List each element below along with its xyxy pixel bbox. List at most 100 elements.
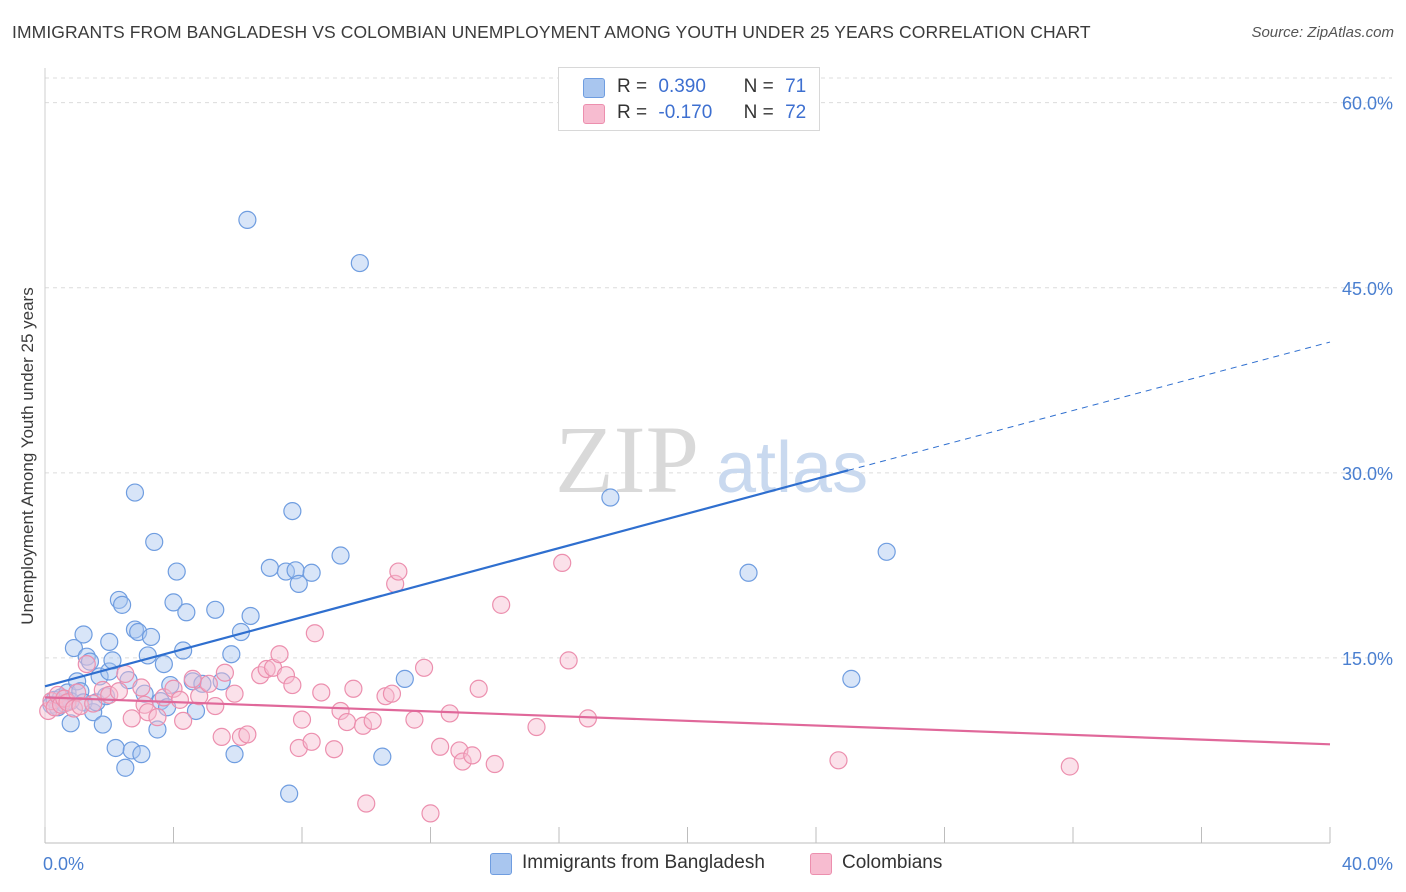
point-bangladesh	[122, 741, 141, 760]
point-colombians	[325, 740, 344, 759]
point-bangladesh	[350, 253, 369, 273]
point-colombians	[337, 712, 357, 732]
point-bangladesh	[125, 483, 145, 502]
y-tick-label: 60.0%	[1342, 94, 1393, 114]
point-bangladesh	[601, 488, 620, 507]
point-bangladesh	[276, 562, 296, 581]
y-tick-label: 45.0%	[1342, 279, 1393, 299]
point-colombians	[312, 683, 331, 702]
watermark-zip: ZIP	[555, 406, 699, 513]
point-bangladesh	[100, 632, 119, 651]
point-colombians	[431, 737, 450, 756]
x-tick-label-min: 0.0%	[43, 854, 84, 874]
point-bangladesh	[61, 714, 80, 733]
point-bangladesh	[260, 558, 279, 577]
point-colombians	[405, 710, 424, 729]
point-bangladesh	[145, 532, 164, 552]
point-bangladesh	[112, 595, 132, 614]
watermark-atlas: atlas	[716, 428, 868, 508]
point-bangladesh	[877, 542, 896, 561]
point-colombians	[225, 684, 244, 703]
point-bangladesh	[154, 654, 173, 674]
axes	[44, 68, 1331, 844]
chart-title: IMMIGRANTS FROM BANGLADESH VS COLOMBIAN …	[12, 22, 1091, 42]
point-colombians	[302, 732, 321, 751]
bottom-legend-label: Immigrants from Bangladesh	[522, 852, 765, 873]
legend-n-value: 72	[785, 102, 807, 123]
legend-swatch-blue	[490, 853, 512, 875]
point-colombians	[344, 679, 363, 698]
point-colombians	[270, 645, 289, 664]
y-tick-label: 30.0%	[1342, 464, 1393, 484]
point-colombians	[353, 716, 373, 735]
point-colombians	[148, 708, 167, 727]
point-colombians	[414, 658, 434, 677]
point-bangladesh	[132, 745, 151, 764]
point-colombians	[77, 654, 96, 674]
point-colombians	[305, 624, 324, 643]
legend-n-label: N =	[743, 102, 774, 123]
point-colombians	[469, 679, 488, 698]
point-colombians	[116, 664, 135, 684]
trend-lines	[44, 341, 1331, 746]
point-colombians	[174, 711, 193, 730]
point-bangladesh	[64, 638, 84, 658]
point-colombians	[170, 690, 190, 709]
point-bangladesh	[302, 563, 321, 582]
grid-lines	[45, 77, 1392, 659]
legend-swatch-pink	[583, 104, 605, 124]
point-colombians	[363, 711, 382, 730]
y-tick-labels: 15.0% 30.0% 45.0% 60.0%	[1342, 94, 1393, 669]
point-colombians	[485, 754, 504, 774]
point-colombians	[389, 562, 408, 581]
point-colombians	[68, 683, 87, 702]
bottom-legend-label: Colombians	[842, 852, 943, 873]
point-bangladesh	[225, 745, 244, 764]
legend-r-label: R =	[617, 102, 648, 123]
point-bangladesh	[395, 669, 414, 688]
point-colombians	[206, 696, 225, 716]
legend-r-value: 0.390	[658, 76, 706, 97]
point-colombians	[276, 666, 296, 685]
point-bangladesh	[116, 758, 135, 777]
point-colombians	[199, 674, 218, 693]
point-colombians	[283, 675, 302, 695]
trend-line-bangladesh-extension	[847, 341, 1331, 471]
point-colombians	[138, 703, 157, 722]
point-bangladesh	[739, 563, 758, 582]
point-bangladesh	[138, 646, 157, 665]
point-bangladesh	[74, 625, 93, 644]
y-tick-label: 15.0%	[1342, 649, 1393, 669]
x-tick-label-max: 40.0%	[1342, 854, 1393, 874]
points-colombians	[39, 553, 1079, 823]
legend-n-label: N =	[743, 76, 774, 97]
point-colombians	[190, 687, 209, 706]
watermark: ZIP atlas	[555, 406, 868, 513]
point-bangladesh	[93, 715, 112, 734]
point-colombians	[829, 751, 848, 770]
point-bangladesh	[109, 590, 128, 610]
point-colombians	[463, 746, 482, 765]
point-bangladesh	[106, 738, 125, 758]
point-colombians	[1060, 757, 1079, 776]
legend-swatch-blue	[583, 78, 605, 98]
point-bangladesh	[283, 501, 302, 521]
point-colombians	[257, 659, 276, 679]
point-colombians	[527, 717, 546, 737]
point-bangladesh	[280, 784, 299, 803]
trend-line-colombians	[44, 696, 1331, 746]
point-bangladesh	[77, 647, 96, 666]
point-bangladesh	[125, 620, 145, 639]
point-bangladesh	[289, 574, 308, 593]
trend-line-bangladesh	[44, 469, 849, 688]
point-bangladesh	[241, 606, 260, 626]
point-colombians	[421, 804, 440, 823]
point-colombians	[109, 682, 128, 701]
point-colombians	[164, 679, 183, 698]
point-bangladesh	[177, 603, 196, 622]
point-colombians	[331, 701, 350, 721]
point-bangladesh	[331, 546, 350, 565]
point-colombians	[382, 684, 402, 703]
point-bangladesh	[167, 562, 186, 581]
